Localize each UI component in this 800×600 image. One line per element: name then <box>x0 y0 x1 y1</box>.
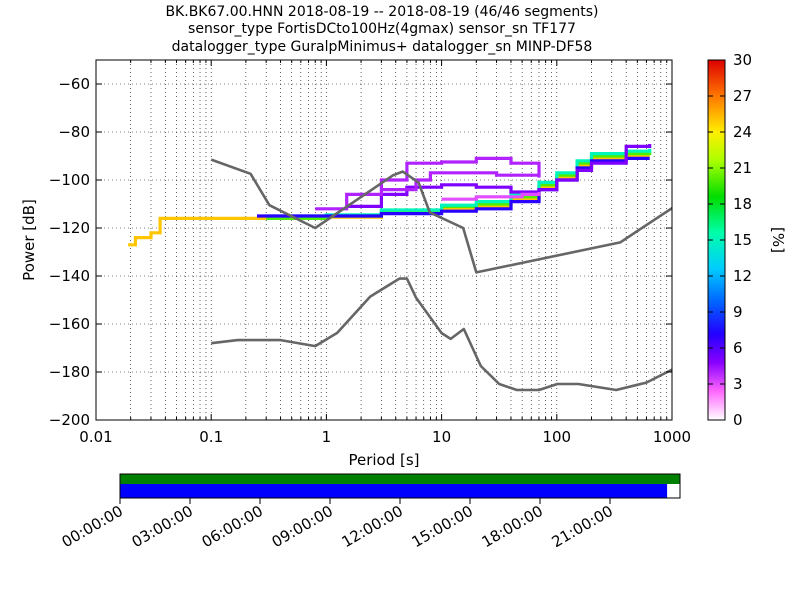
plot-frame <box>95 59 673 421</box>
coverage-top-bar <box>120 474 680 484</box>
time-tick-label: 06:00:00 <box>199 502 266 551</box>
title-line-3: datalogger_type GuralpMinimus+ datalogge… <box>172 39 593 55</box>
axis-ticks: 0.01 0.1 1 10 100 1000 −200 −180 −160 −140 −120 −10… <box>49 60 691 446</box>
x-tick-label: 1 <box>322 428 332 446</box>
colorbar-tick-label: 24 <box>733 123 752 141</box>
colorbar-tick-label: 0 <box>733 411 743 429</box>
y-tick-label: −160 <box>49 315 90 333</box>
coverage-bottom-bar <box>120 484 668 498</box>
colorbar-label: [%] <box>769 227 787 253</box>
noise-model-curves <box>210 158 672 392</box>
colorbar-tick-label: 15 <box>733 231 752 249</box>
noise-model-low <box>211 277 672 392</box>
colorbar-tick-label: 30 <box>733 51 752 69</box>
y-tick-label: −100 <box>49 171 90 189</box>
time-tick-label: 15:00:00 <box>409 502 476 551</box>
y-tick-label: −200 <box>49 411 90 429</box>
plot-area <box>96 60 672 420</box>
colorbar-tick-label: 18 <box>733 195 752 213</box>
colorbar-tick-label: 27 <box>733 87 752 105</box>
time-tick-label: 09:00:00 <box>269 502 336 551</box>
x-tick-label: 100 <box>542 428 571 446</box>
x-axis-label: Period [s] <box>348 451 419 469</box>
colorbar-ticks: 0 3 6 9 12 15 18 21 24 27 30 <box>708 51 752 429</box>
y-tick-label: −80 <box>58 123 90 141</box>
time-tick-label: 18:00:00 <box>479 502 546 551</box>
grid-lines <box>96 60 672 420</box>
y-tick-label: −180 <box>49 363 90 381</box>
chart-title: BK.BK67.00.HNN 2018-08-19 -- 2018-08-19 … <box>165 4 598 55</box>
colorbar-tick-label: 6 <box>733 339 743 357</box>
time-tick-label: 12:00:00 <box>339 502 406 551</box>
y-tick-label: −140 <box>49 267 90 285</box>
title-line-1: BK.BK67.00.HNN 2018-08-19 -- 2018-08-19 … <box>165 4 598 20</box>
colorbar-tick-label: 3 <box>733 375 743 393</box>
time-tick-label: 00:00:00 <box>59 502 126 551</box>
time-axis-ticks: 00:00:00 03:00:00 06:00:00 09:00:00 12:00:00… <box>59 498 616 551</box>
title-line-2: sensor_type FortisDCto100Hz(4gmax) senso… <box>188 21 576 37</box>
y-tick-label: −120 <box>49 219 90 237</box>
noise-model-high <box>210 158 672 274</box>
colorbar-tick-label: 9 <box>733 303 743 321</box>
x-tick-label: 0.1 <box>199 428 223 446</box>
y-tick-label: −60 <box>58 75 90 93</box>
y-axis-label: Power [dB] <box>20 199 38 281</box>
colorbar-tick-label: 12 <box>733 267 752 285</box>
x-tick-label: 10 <box>432 428 451 446</box>
colorbar-tick-label: 21 <box>733 159 752 177</box>
x-tick-label: 1000 <box>653 428 691 446</box>
psd-band <box>441 192 541 201</box>
time-tick-label: 03:00:00 <box>129 502 196 551</box>
time-tick-label: 21:00:00 <box>549 502 616 551</box>
data-coverage-bar <box>119 473 681 499</box>
psd-band <box>381 171 541 192</box>
x-tick-label: 0.01 <box>79 428 112 446</box>
